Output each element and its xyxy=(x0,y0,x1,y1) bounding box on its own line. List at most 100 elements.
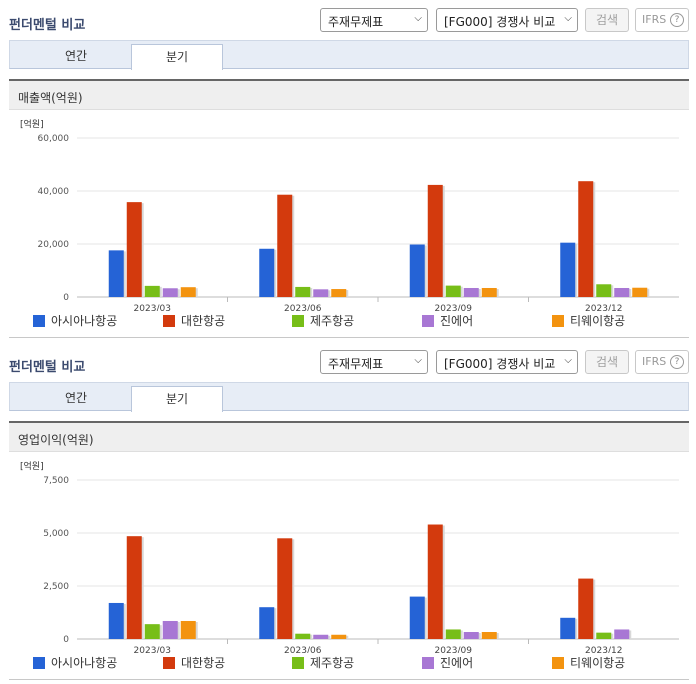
legend-swatch xyxy=(33,315,45,327)
period-tabs: 연간 분기 xyxy=(9,40,689,70)
y-tick-label: 0 xyxy=(63,293,69,303)
bar xyxy=(295,633,311,639)
bar xyxy=(596,632,612,639)
legend-swatch xyxy=(163,315,175,327)
legend-swatch xyxy=(292,657,304,669)
panel-title: 펀더멘털 비교 xyxy=(9,18,86,33)
question-icon: ? xyxy=(670,13,684,27)
bar xyxy=(427,524,443,639)
question-icon: ? xyxy=(670,355,684,369)
y-tick-label: 0 xyxy=(63,635,69,645)
chevron-down-icon: ⌵ xyxy=(564,13,572,24)
bar xyxy=(481,287,497,297)
statement-select[interactable]: 주재무제표 ⌵ xyxy=(320,8,428,32)
bar xyxy=(277,194,293,297)
legend-swatch xyxy=(552,657,564,669)
bar xyxy=(409,596,425,639)
bar xyxy=(427,184,443,297)
legend-item[interactable]: 티웨이항공 xyxy=(552,312,625,329)
x-tick-label: 2023/03 xyxy=(134,304,171,311)
bar xyxy=(180,287,196,297)
bar xyxy=(126,202,142,297)
legend-label: 대한항공 xyxy=(181,314,226,328)
statement-select-value: 주재무제표 xyxy=(328,15,384,29)
legend-item[interactable]: 아시아나항공 xyxy=(33,312,117,329)
bar xyxy=(463,287,479,297)
y-tick-label: 60,000 xyxy=(38,134,70,144)
y-axis-unit-label: [억원] xyxy=(20,460,44,472)
legend-item[interactable]: 제주항공 xyxy=(292,654,354,671)
tab-quarter[interactable]: 분기 xyxy=(131,44,223,70)
x-tick-label: 2023/12 xyxy=(585,646,622,653)
legend-item[interactable]: 아시아나항공 xyxy=(33,654,117,671)
tab-annual[interactable]: 연간 xyxy=(64,49,88,63)
chevron-down-icon: ⌵ xyxy=(414,13,422,24)
y-tick-label: 2,500 xyxy=(43,582,69,592)
search-button[interactable]: 검색 xyxy=(585,350,629,374)
bar xyxy=(144,285,160,297)
legend-label: 제주항공 xyxy=(310,656,355,670)
chart-title: 영업이익(억원) xyxy=(18,433,94,447)
legend-item[interactable]: 진에어 xyxy=(422,654,473,671)
legend-item[interactable]: 대한항공 xyxy=(163,312,225,329)
legend-swatch xyxy=(292,315,304,327)
bar xyxy=(632,287,648,297)
bar xyxy=(259,248,275,297)
tab-quarter[interactable]: 분기 xyxy=(131,386,223,412)
legend-label: 진에어 xyxy=(440,656,474,670)
panel-header: 펀더멘털 비교 주재무제표 ⌵ [FG000] 경쟁사 비교 ⌵ 검색 IFRS? xyxy=(0,0,696,40)
bar xyxy=(144,624,160,639)
ifrs-help-button[interactable]: IFRS? xyxy=(635,350,689,374)
panel-title: 펀더멘털 비교 xyxy=(9,360,86,375)
panel-header: 펀더멘털 비교 주재무제표 ⌵ [FG000] 경쟁사 비교 ⌵ 검색 IFRS? xyxy=(0,342,696,382)
legend-item[interactable]: 대한항공 xyxy=(163,654,225,671)
y-tick-label: 7,500 xyxy=(43,476,69,486)
bar xyxy=(445,629,461,639)
chart-legend: 아시아나항공 대한항공 제주항공 진에어 티웨이항공 xyxy=(9,312,689,332)
legend-item[interactable]: 진에어 xyxy=(422,312,473,329)
chart-header: 영업이익(억원) xyxy=(9,423,689,452)
chevron-down-icon: ⌵ xyxy=(414,355,422,366)
legend-item[interactable]: 제주항공 xyxy=(292,312,354,329)
x-tick-label: 2023/12 xyxy=(585,304,622,311)
bar xyxy=(409,244,425,297)
ifrs-help-button[interactable]: IFRS? xyxy=(635,8,689,32)
x-tick-label: 2023/06 xyxy=(284,304,322,311)
legend-swatch xyxy=(33,657,45,669)
y-axis-unit-label: [억원] xyxy=(20,118,44,130)
bar xyxy=(162,620,178,639)
compare-select-value: [FG000] 경쟁사 비교 xyxy=(444,357,556,371)
x-tick-label: 2023/09 xyxy=(435,304,473,311)
chart-header: 매출액(억원) xyxy=(9,81,689,110)
statement-select[interactable]: 주재무제표 ⌵ xyxy=(320,350,428,374)
bar xyxy=(162,288,178,297)
bar xyxy=(560,242,576,297)
compare-select[interactable]: [FG000] 경쟁사 비교 ⌵ xyxy=(436,350,578,374)
search-button[interactable]: 검색 xyxy=(585,8,629,32)
x-tick-label: 2023/06 xyxy=(284,646,322,653)
chevron-down-icon: ⌵ xyxy=(564,355,572,366)
bar xyxy=(463,632,479,639)
period-tabs: 연간 분기 xyxy=(9,382,689,412)
tab-annual[interactable]: 연간 xyxy=(64,391,88,405)
bar xyxy=(560,617,576,639)
bar xyxy=(596,284,612,297)
bar xyxy=(445,285,461,297)
bar-chart-operating-income: [억원] 0 2,500 5,000 7,500 2023/03 2023/06 2023/0… xyxy=(20,460,679,653)
ifrs-label: IFRS xyxy=(642,13,667,26)
compare-select-value: [FG000] 경쟁사 비교 xyxy=(444,15,556,29)
bar xyxy=(277,538,293,639)
x-tick-label: 2023/09 xyxy=(435,646,473,653)
bar xyxy=(578,578,594,639)
y-tick-label: 40,000 xyxy=(38,187,70,197)
bar xyxy=(331,634,347,639)
legend-swatch xyxy=(163,657,175,669)
bar xyxy=(313,289,329,297)
compare-select[interactable]: [FG000] 경쟁사 비교 ⌵ xyxy=(436,8,578,32)
legend-label: 티웨이항공 xyxy=(570,656,626,670)
statement-select-value: 주재무제표 xyxy=(328,357,384,371)
legend-item[interactable]: 티웨이항공 xyxy=(552,654,625,671)
legend-label: 제주항공 xyxy=(310,314,355,328)
chart-revenue: 매출액(억원) [억원] 0 20,000 40,000 60,000 2023/03 20… xyxy=(9,79,689,338)
legend-swatch xyxy=(552,315,564,327)
